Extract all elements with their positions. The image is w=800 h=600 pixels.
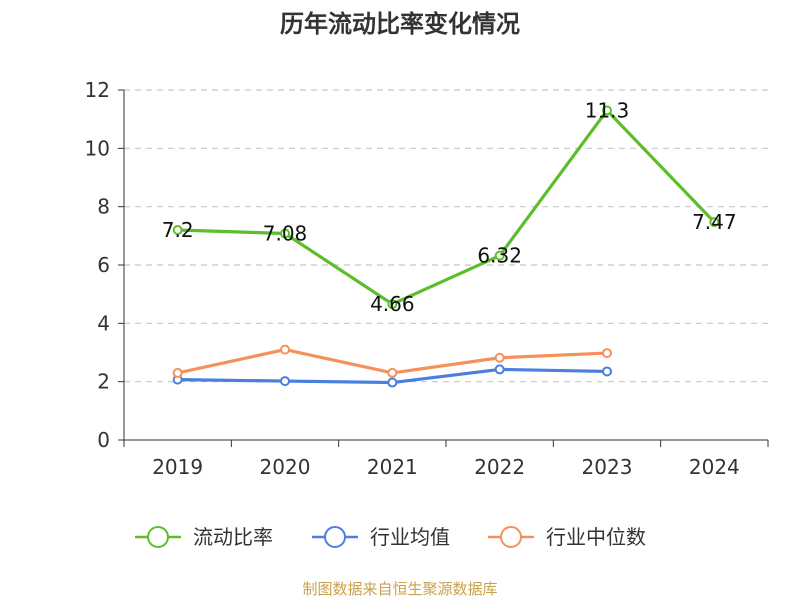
data-point xyxy=(709,217,720,228)
y-tick-label: 2 xyxy=(97,370,110,394)
y-tick-label: 12 xyxy=(85,78,110,102)
legend-label: 行业均值 xyxy=(370,525,450,549)
data-point xyxy=(280,376,290,387)
x-tick-label: 2019 xyxy=(152,455,203,479)
data-label: 4.66 xyxy=(370,292,415,316)
data-label: 7.47 xyxy=(692,210,737,234)
data-point xyxy=(494,250,505,261)
y-tick-label: 4 xyxy=(97,311,110,335)
data-point xyxy=(602,366,612,377)
y-tick-label: 6 xyxy=(97,253,110,277)
data-point xyxy=(387,367,398,378)
grid-lines xyxy=(124,89,768,383)
data-point xyxy=(172,225,183,235)
legend-label: 行业中位数 xyxy=(546,525,646,549)
data-point xyxy=(387,299,398,310)
data-label: 7.08 xyxy=(263,222,308,246)
legend: 流动比率 行业均值 行业中位数 xyxy=(135,525,646,549)
data-point xyxy=(280,228,290,239)
data-point xyxy=(280,344,290,355)
data-point xyxy=(387,377,398,388)
legend-marker xyxy=(324,526,346,548)
series-line xyxy=(177,108,716,306)
legend-item: 流动比率 xyxy=(135,525,273,549)
data-label: 6.32 xyxy=(477,244,522,268)
source-note: 制图数据来自恒生聚源数据库 xyxy=(302,580,498,598)
x-tick-label: 2021 xyxy=(367,455,418,479)
data-point xyxy=(494,352,505,363)
axes: 0 2 4 6 8 10 12 2019 2020 2021 2022 2023 2024 xyxy=(85,78,769,479)
y-tick-label: 10 xyxy=(85,136,110,160)
series xyxy=(172,105,720,388)
legend-marker xyxy=(147,526,169,548)
x-tick-label: 2023 xyxy=(582,455,633,479)
x-tick-label: 2024 xyxy=(689,455,740,479)
y-tick-label: 8 xyxy=(97,195,110,219)
data-label: 7.2 xyxy=(162,218,194,242)
chart-title: 历年流动比率变化情况 xyxy=(280,10,520,38)
x-tick-label: 2020 xyxy=(260,455,311,479)
data-label: 11.3 xyxy=(585,98,630,122)
data-point xyxy=(494,364,505,375)
data-point xyxy=(172,367,183,378)
legend-item: 行业均值 xyxy=(312,525,450,549)
legend-marker xyxy=(500,526,522,548)
y-tick-label: 0 xyxy=(97,428,110,452)
legend-label: 流动比率 xyxy=(193,525,273,549)
data-point xyxy=(602,348,612,359)
legend-item: 行业中位数 xyxy=(488,525,646,549)
x-tick-label: 2022 xyxy=(474,455,525,479)
data-labels: 7.2 7.08 4.66 6.32 11.3 7.47 xyxy=(162,98,737,316)
data-point xyxy=(602,105,612,116)
